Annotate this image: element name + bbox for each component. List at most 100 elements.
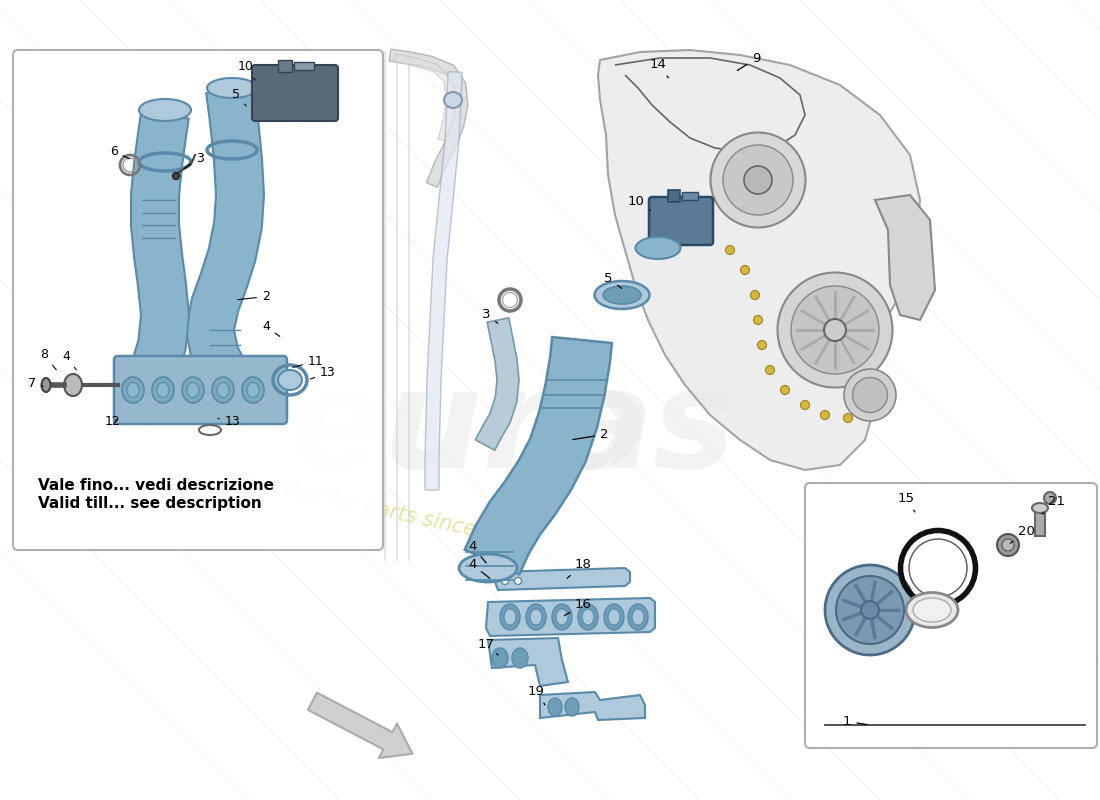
Ellipse shape (278, 370, 303, 390)
Ellipse shape (242, 377, 264, 403)
Text: 3: 3 (185, 152, 204, 169)
Polygon shape (131, 111, 189, 375)
Text: 13: 13 (218, 415, 241, 428)
Text: 4: 4 (468, 540, 486, 563)
Ellipse shape (744, 166, 772, 194)
Ellipse shape (778, 273, 892, 387)
Text: 19: 19 (528, 685, 544, 705)
Ellipse shape (548, 698, 562, 716)
Polygon shape (394, 54, 454, 141)
Ellipse shape (42, 378, 51, 392)
Ellipse shape (636, 237, 681, 259)
Ellipse shape (152, 377, 174, 403)
Bar (1035, 508, 1045, 536)
Text: 9: 9 (737, 52, 760, 70)
Ellipse shape (1044, 492, 1056, 504)
FancyBboxPatch shape (805, 483, 1097, 748)
Text: as: as (560, 362, 736, 498)
Ellipse shape (594, 281, 649, 309)
Text: 5: 5 (604, 272, 622, 288)
Ellipse shape (530, 609, 542, 625)
Ellipse shape (1002, 539, 1014, 551)
Ellipse shape (500, 604, 520, 630)
Text: 7: 7 (28, 377, 43, 390)
Ellipse shape (512, 648, 528, 668)
Polygon shape (389, 49, 468, 187)
Ellipse shape (781, 386, 790, 394)
Ellipse shape (844, 369, 896, 421)
Ellipse shape (726, 246, 735, 254)
Text: 2: 2 (238, 290, 270, 303)
Ellipse shape (565, 698, 579, 716)
Ellipse shape (173, 173, 179, 179)
Text: 11: 11 (293, 355, 323, 368)
Polygon shape (874, 195, 935, 320)
Ellipse shape (459, 554, 517, 582)
Text: 5: 5 (232, 88, 246, 106)
Ellipse shape (632, 609, 644, 625)
Ellipse shape (758, 341, 767, 350)
Polygon shape (464, 337, 612, 574)
Ellipse shape (801, 401, 810, 410)
Ellipse shape (182, 377, 204, 403)
Ellipse shape (628, 604, 648, 630)
Text: 15: 15 (898, 492, 915, 512)
Ellipse shape (1032, 503, 1048, 513)
Ellipse shape (821, 410, 829, 419)
Ellipse shape (711, 133, 805, 227)
FancyArrowPatch shape (308, 693, 412, 758)
Ellipse shape (492, 648, 508, 668)
Ellipse shape (906, 593, 958, 627)
Text: 18: 18 (568, 558, 592, 578)
Text: 10: 10 (238, 60, 255, 80)
Polygon shape (425, 72, 462, 490)
Text: 21: 21 (1042, 495, 1065, 514)
Polygon shape (495, 568, 630, 590)
Text: a passion for parts since 1985: a passion for parts since 1985 (224, 467, 536, 553)
Polygon shape (488, 638, 568, 686)
Text: 10: 10 (628, 195, 651, 210)
Ellipse shape (844, 414, 852, 422)
Bar (668, 190, 680, 202)
Ellipse shape (852, 378, 888, 413)
Polygon shape (598, 50, 920, 470)
Ellipse shape (157, 382, 169, 398)
Bar (294, 62, 313, 70)
Ellipse shape (754, 315, 762, 325)
Bar (682, 192, 698, 200)
Text: 14: 14 (650, 58, 669, 78)
Ellipse shape (526, 604, 546, 630)
Text: 4: 4 (468, 558, 490, 578)
Ellipse shape (207, 78, 257, 98)
Ellipse shape (997, 534, 1019, 556)
Ellipse shape (825, 565, 915, 655)
Ellipse shape (212, 377, 234, 403)
Text: 17: 17 (478, 638, 498, 655)
Polygon shape (540, 692, 645, 720)
Ellipse shape (723, 145, 793, 215)
Ellipse shape (740, 266, 749, 274)
Ellipse shape (187, 382, 199, 398)
Ellipse shape (604, 604, 624, 630)
Ellipse shape (824, 319, 846, 341)
Ellipse shape (603, 286, 641, 304)
Text: 1: 1 (843, 715, 867, 728)
Ellipse shape (836, 576, 904, 644)
Bar (278, 60, 292, 72)
Text: 8: 8 (40, 348, 56, 370)
Polygon shape (475, 318, 519, 450)
Text: 20: 20 (1010, 525, 1035, 543)
Text: 4: 4 (262, 320, 279, 336)
Text: 16: 16 (564, 598, 592, 615)
Ellipse shape (556, 609, 568, 625)
Text: Vale fino... vedi descrizione: Vale fino... vedi descrizione (39, 478, 274, 493)
Text: 12: 12 (104, 415, 121, 428)
FancyBboxPatch shape (649, 197, 713, 245)
Text: 2: 2 (573, 428, 608, 441)
FancyBboxPatch shape (114, 356, 287, 424)
Text: Valid till... see description: Valid till... see description (39, 496, 262, 511)
Ellipse shape (791, 286, 879, 374)
Ellipse shape (139, 99, 191, 121)
Polygon shape (486, 598, 654, 636)
Ellipse shape (126, 382, 139, 398)
